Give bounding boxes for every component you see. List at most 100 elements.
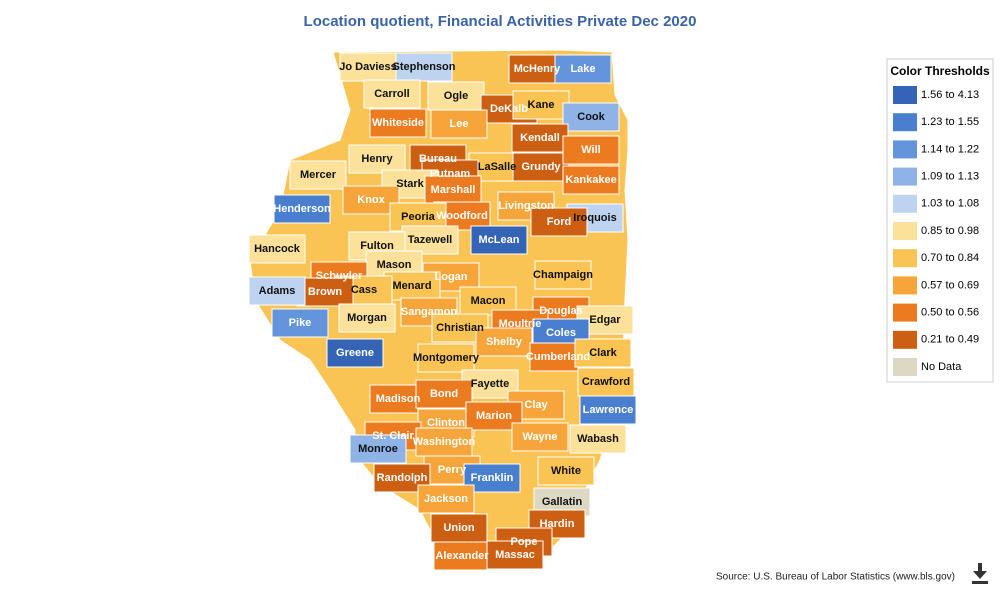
county-label: Henderson: [273, 203, 331, 215]
legend-label[interactable]: 1.09 to 1.13: [921, 171, 979, 183]
legend-swatch[interactable]: [893, 113, 917, 132]
legend: 1.56 to 4.13 1.23 to 1.55 1.14 to 1.22 1.09…: [893, 86, 979, 376]
county[interactable]: [273, 194, 331, 224]
county-label: Douglas: [539, 305, 582, 317]
county[interactable]: [424, 175, 482, 205]
county[interactable]: [430, 109, 488, 139]
county[interactable]: [562, 165, 620, 195]
county[interactable]: [433, 541, 491, 571]
county[interactable]: [574, 338, 632, 368]
legend-label[interactable]: 1.56 to 4.13: [921, 89, 979, 101]
legend-swatch[interactable]: [893, 167, 917, 186]
county-label: Ogle: [444, 90, 468, 102]
county-label: Hancock: [254, 243, 301, 255]
county[interactable]: [326, 338, 384, 368]
county-label: Mason: [377, 259, 412, 271]
county[interactable]: [534, 260, 592, 290]
county-label: St. Clair: [372, 430, 414, 442]
legend-label[interactable]: 1.23 to 1.55: [921, 116, 979, 128]
county[interactable]: [401, 225, 459, 255]
county[interactable]: [512, 152, 570, 182]
county[interactable]: [417, 343, 475, 373]
county[interactable]: [554, 54, 612, 84]
county-label: Gallatin: [542, 496, 583, 508]
county[interactable]: [248, 276, 306, 306]
county-label: Clay: [524, 399, 548, 411]
legend-label[interactable]: 0.50 to 0.56: [921, 307, 979, 319]
county-label: Whiteside: [372, 117, 424, 129]
county[interactable]: [470, 225, 528, 255]
county[interactable]: [339, 52, 397, 82]
county-label: Grundy: [521, 161, 561, 173]
county-label: Clinton: [427, 417, 465, 429]
county[interactable]: [417, 484, 475, 514]
legend-label[interactable]: No Data: [921, 361, 962, 373]
county-label: Henry: [361, 153, 393, 165]
county-label: Carroll: [374, 88, 409, 100]
county[interactable]: [415, 427, 473, 457]
county[interactable]: [562, 102, 620, 132]
county[interactable]: [562, 135, 620, 165]
county[interactable]: [363, 79, 421, 109]
county-label: Shelby: [486, 336, 523, 348]
legend-label[interactable]: 0.70 to 0.84: [921, 252, 979, 264]
county[interactable]: [427, 81, 485, 111]
county[interactable]: [577, 367, 635, 397]
county[interactable]: [289, 160, 347, 190]
county[interactable]: [475, 327, 533, 357]
county-label: Kankakee: [565, 174, 616, 186]
county-label: Crawford: [582, 376, 630, 388]
county[interactable]: [348, 144, 406, 174]
county[interactable]: [537, 456, 595, 486]
county-label: Peoria: [401, 211, 436, 223]
legend-swatch[interactable]: [893, 249, 917, 268]
county[interactable]: [338, 303, 396, 333]
legend-label[interactable]: 0.57 to 0.69: [921, 279, 979, 291]
legend-swatch[interactable]: [893, 330, 917, 349]
legend-label[interactable]: 0.21 to 0.49: [921, 334, 979, 346]
county-label: Macon: [471, 295, 506, 307]
county-label: Ford: [547, 216, 571, 228]
legend-swatch[interactable]: [893, 140, 917, 159]
county[interactable]: [271, 308, 329, 338]
county[interactable]: [395, 52, 453, 82]
county[interactable]: [486, 540, 544, 570]
county-label: Alexander: [435, 550, 489, 562]
legend-swatch[interactable]: [893, 222, 917, 240]
legend-swatch[interactable]: [893, 358, 917, 376]
county-label: Stark: [396, 178, 424, 190]
county-label: Menard: [392, 280, 431, 292]
download-button[interactable]: [972, 563, 988, 584]
county[interactable]: [349, 434, 407, 464]
county-label: Bureau: [419, 153, 457, 165]
legend-swatch[interactable]: [893, 194, 917, 213]
county-label: Wayne: [522, 431, 557, 443]
county[interactable]: [369, 108, 427, 138]
county-label: Christian: [436, 322, 484, 334]
county[interactable]: [569, 424, 627, 454]
county-label: Livingston: [498, 200, 554, 212]
county-label: Moultrie: [499, 318, 542, 330]
county[interactable]: [530, 207, 588, 237]
county[interactable]: [296, 277, 354, 307]
legend-label[interactable]: 1.03 to 1.08: [921, 198, 979, 210]
legend-swatch[interactable]: [893, 276, 917, 295]
county[interactable]: [512, 90, 570, 120]
county-label: Coles: [546, 327, 576, 339]
county[interactable]: [579, 395, 637, 425]
county[interactable]: [248, 234, 306, 264]
county-label: Randolph: [377, 472, 428, 484]
legend-swatch[interactable]: [893, 303, 917, 322]
county-label: Hardin: [540, 518, 575, 530]
county-label: Stephenson: [393, 61, 456, 73]
map-title: Location quotient, Financial Activities …: [304, 13, 697, 30]
legend-label[interactable]: 0.85 to 0.98: [921, 225, 979, 237]
county[interactable]: [415, 379, 473, 409]
county[interactable]: [511, 422, 569, 452]
legend-label[interactable]: 1.14 to 1.22: [921, 143, 979, 155]
county[interactable]: [383, 271, 441, 301]
legend-swatch[interactable]: [893, 86, 917, 104]
